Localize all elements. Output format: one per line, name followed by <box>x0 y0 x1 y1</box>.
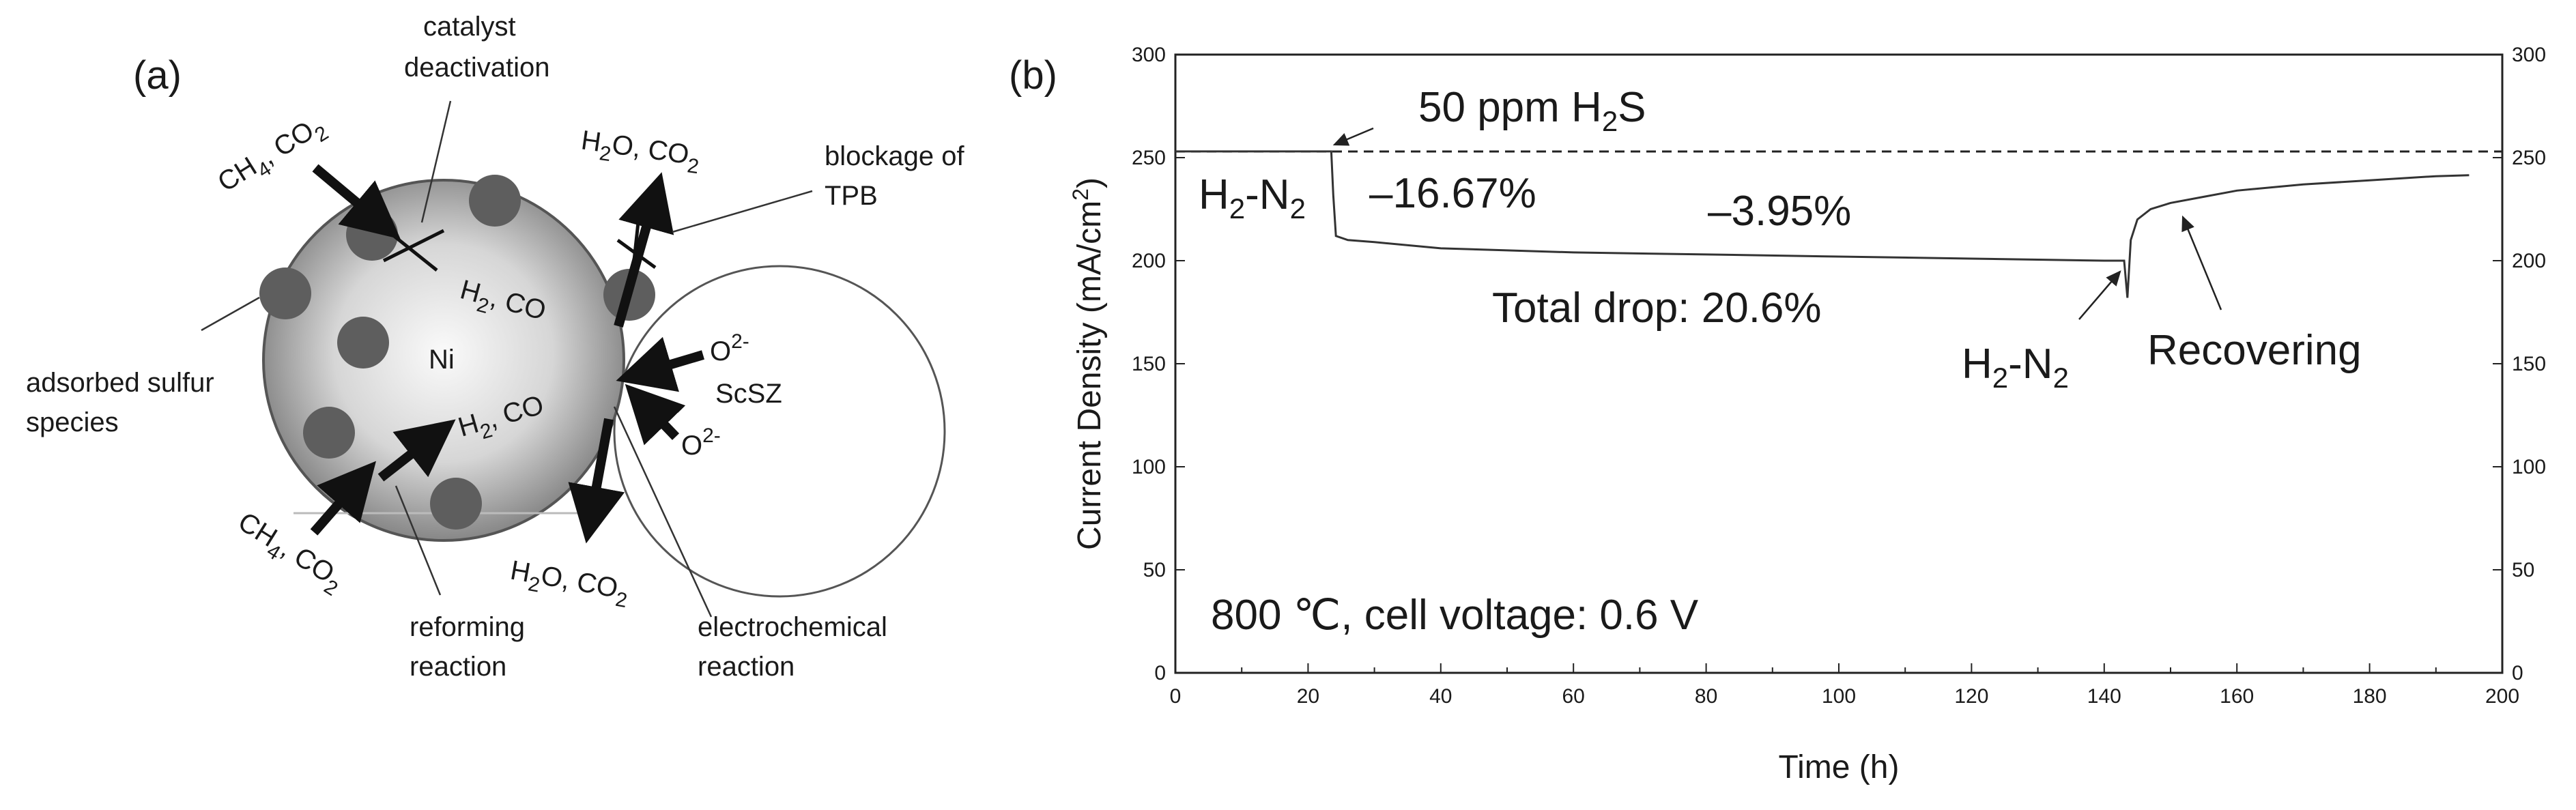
o2-lower-label: O2- <box>681 424 721 461</box>
leader-line <box>395 485 442 596</box>
sulfur-dot <box>337 317 389 368</box>
leader-line <box>613 406 713 618</box>
y-tick-label: 50 <box>1143 559 1166 581</box>
cross-stroke <box>629 222 640 286</box>
h2s-annotation: 50 ppm H2S <box>1418 84 1646 137</box>
sulfur-dot <box>303 407 355 459</box>
reforming-label: reforming reaction <box>410 612 532 682</box>
h2o-co2-bottom-label: H2O, CO2 <box>507 555 631 613</box>
y-tick-label: 150 <box>1132 353 1166 375</box>
y-tick-label: 0 <box>1154 662 1166 684</box>
block-crosses <box>382 222 657 286</box>
x-tick-label: 180 <box>2353 685 2387 708</box>
scsz-particle <box>613 265 946 598</box>
leader-line <box>420 100 452 223</box>
panel-a-label: (a) <box>133 53 182 98</box>
x-tick-label: 80 <box>1695 685 1717 708</box>
h2n2-right-annotation: H2-N2 <box>1962 341 2069 394</box>
recovering-pointer-line <box>2181 215 2222 310</box>
conditions-annotation: 800 ℃, cell voltage: 0.6 V <box>1211 592 1699 639</box>
panel-a: (a) <box>26 12 972 682</box>
sulfur-dot <box>430 478 482 530</box>
h2n2-left-annotation: H2-N2 <box>1199 171 1306 225</box>
cross-stroke <box>382 229 445 263</box>
arrow-ch4-in-top <box>312 164 401 240</box>
leader-lines <box>201 100 813 618</box>
scsz-label: ScSZ <box>715 379 782 409</box>
y-tick-label: 100 <box>1132 456 1166 478</box>
h2o-co2-top-label: H2O, CO2 <box>578 125 702 178</box>
x-tick-label: 100 <box>1822 685 1856 708</box>
current-density-series <box>1175 150 2470 298</box>
h2n2-right-pointer-line <box>2078 270 2121 320</box>
x-tick-label: 200 <box>2485 685 2519 708</box>
arrow-o2-lower <box>625 384 686 446</box>
right-y-tick-label: 100 <box>2512 456 2546 478</box>
y-tick-label: 300 <box>1132 44 1166 66</box>
y-axis-title: Current Density (mA/cm2) <box>1068 177 1108 550</box>
arrow-h2o-up <box>614 172 674 328</box>
right-y-tick-label: 300 <box>2512 44 2546 66</box>
x-axis-title: Time (h) <box>1779 749 1900 785</box>
arrow-h2o-down <box>568 418 625 544</box>
x-tick-label: 120 <box>1954 685 1988 708</box>
right-y-tick-label: 150 <box>2512 353 2546 375</box>
arrow-ch4-in-bottom <box>310 461 376 536</box>
catalyst-deactivation-label: catalyst deactivation <box>404 12 549 83</box>
x-tick-label: 160 <box>2220 685 2254 708</box>
arrow-o2-upper <box>616 336 704 392</box>
panel-b-label: (b) <box>1009 53 1057 98</box>
sulfur-dot <box>469 175 521 227</box>
right-y-tick-label: 200 <box>2512 250 2546 272</box>
x-tick-label: 20 <box>1297 685 1319 708</box>
sulfur-dot <box>259 267 311 319</box>
panel-a-arrows <box>310 164 704 544</box>
adsorbed-sulfur-label: adsorbed sulfur species <box>26 368 222 437</box>
o2-upper-label: O2- <box>710 330 749 366</box>
drop1-annotation: –16.67% <box>1369 170 1536 217</box>
x-tick-label: 60 <box>1562 685 1585 708</box>
arrow-reform-out <box>377 419 456 482</box>
x-tick-label: 140 <box>2087 685 2121 708</box>
leader-line <box>201 296 260 332</box>
blockage-label: blockage of TPB <box>825 141 972 211</box>
right-y-tick-label: 0 <box>2512 662 2523 684</box>
x-tick-label: 40 <box>1429 685 1452 708</box>
total-drop-annotation: Total drop: 20.6% <box>1492 285 1822 332</box>
leader-line <box>672 190 813 233</box>
cross-stroke <box>388 231 438 272</box>
ni-label: Ni <box>429 345 455 375</box>
h2s-pointer-line <box>1332 127 1374 146</box>
recovering-annotation: Recovering <box>2147 327 2362 374</box>
electrochemical-label: electrochemical reaction <box>698 612 895 682</box>
x-tick-label: 0 <box>1170 685 1182 708</box>
drop2-annotation: –3.95% <box>1708 188 1851 235</box>
right-y-tick-label: 250 <box>2512 147 2546 169</box>
ch4-co2-top-label: CH4, CO2 <box>212 109 332 203</box>
right-y-tick-label: 50 <box>2512 559 2534 581</box>
y-tick-label: 200 <box>1132 250 1166 272</box>
y-tick-label: 250 <box>1132 147 1166 169</box>
ch4-co2-bottom-label: CH4, CO2 <box>229 506 349 601</box>
